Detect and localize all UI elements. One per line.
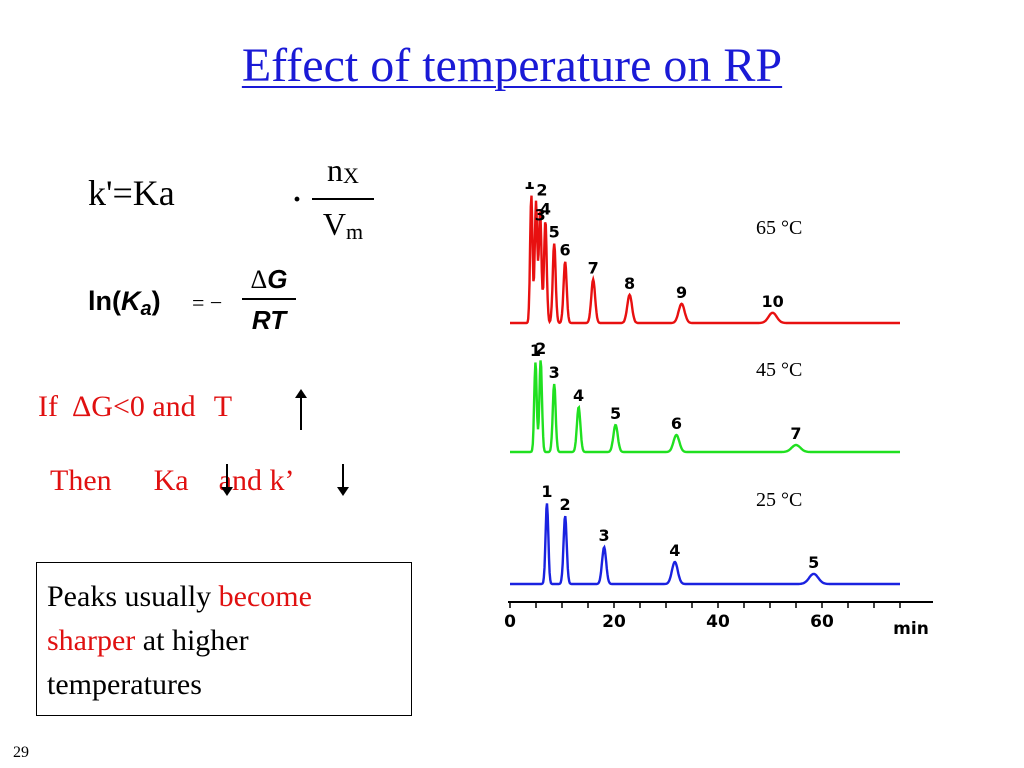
peak-label: 8 [624, 274, 635, 293]
temperature-label: 45 °C [756, 359, 802, 381]
peak-label: 3 [549, 363, 560, 382]
fraction-numerator: nX [327, 152, 359, 188]
if-statement: If ΔG<0 and T [38, 390, 233, 423]
peak-label: 5 [549, 223, 560, 242]
temperature-label: 65 °C [756, 217, 802, 239]
peak-label: 4 [540, 200, 551, 219]
peak-label: 7 [588, 259, 599, 278]
delta-g: ΔG [250, 264, 288, 294]
peak-label: 3 [599, 526, 610, 545]
fraction: nX Vm [312, 150, 374, 252]
note-highlight: become sharper [47, 580, 312, 657]
fraction-bar [312, 198, 374, 200]
x-tick-label: 0 [504, 612, 516, 632]
peak-label: 6 [560, 241, 571, 260]
equation-lhs: k'=Ka [88, 173, 175, 213]
peak-label: 2 [560, 495, 571, 514]
note-text: Peaks usually [47, 580, 219, 613]
note-text-end: at higher temperatures [47, 624, 249, 701]
chromatogram-3: 12 3 4 5 25 °C [510, 482, 900, 586]
peak-label: 3 [535, 205, 546, 224]
peak-label: 4 [573, 386, 584, 405]
peak-label: 10 [761, 292, 783, 311]
rt: RT [251, 305, 287, 335]
peak-label: 2 [535, 339, 546, 358]
peak-label: 1 [524, 182, 535, 193]
gibbs-fraction: ΔG RT [242, 264, 296, 335]
peak-label: 5 [610, 404, 621, 423]
x-tick-label: 20 [602, 612, 626, 632]
page-number: 29 [13, 744, 29, 761]
peak-label: 4 [669, 541, 680, 560]
trace-line [510, 503, 900, 586]
peak-label: 6 [671, 414, 682, 433]
arrow-down-icon [337, 464, 349, 496]
temperature-label: 25 °C [756, 489, 802, 511]
equals-minus: = − [192, 290, 223, 315]
peak-label: 9 [676, 283, 687, 302]
fraction-bar [242, 298, 296, 300]
peak-label: 1 [541, 482, 552, 501]
arrow-up-icon [295, 389, 307, 430]
chromatogram-1: 1 2 34 567 8 9 10 65 °C [510, 182, 900, 325]
gibbs-equation: ln(Ka) = − ΔG RT [88, 264, 318, 344]
multiply-dot: · [292, 183, 303, 216]
x-axis: 0 20 40 60 min [504, 601, 933, 639]
ln-ka: ln(Ka) [88, 286, 161, 320]
trace-line [510, 360, 900, 454]
x-tick-label: 60 [810, 612, 834, 632]
peak-label: 2 [536, 182, 547, 199]
x-axis-label: min [893, 619, 929, 639]
peak-label: 7 [790, 424, 801, 443]
x-tick-label: 40 [706, 612, 730, 632]
peak-label: 5 [808, 553, 819, 572]
then-statement: Then Ka and k’ [50, 464, 295, 497]
peak-label: 1 [530, 341, 541, 360]
trace-line [510, 195, 900, 325]
note-box: Peaks usually become sharper at higher t… [36, 562, 412, 716]
arrow-down-icon [221, 464, 233, 496]
slide-title: Effect of temperature on RP [241, 39, 783, 92]
fraction-denominator: Vm [322, 206, 364, 244]
